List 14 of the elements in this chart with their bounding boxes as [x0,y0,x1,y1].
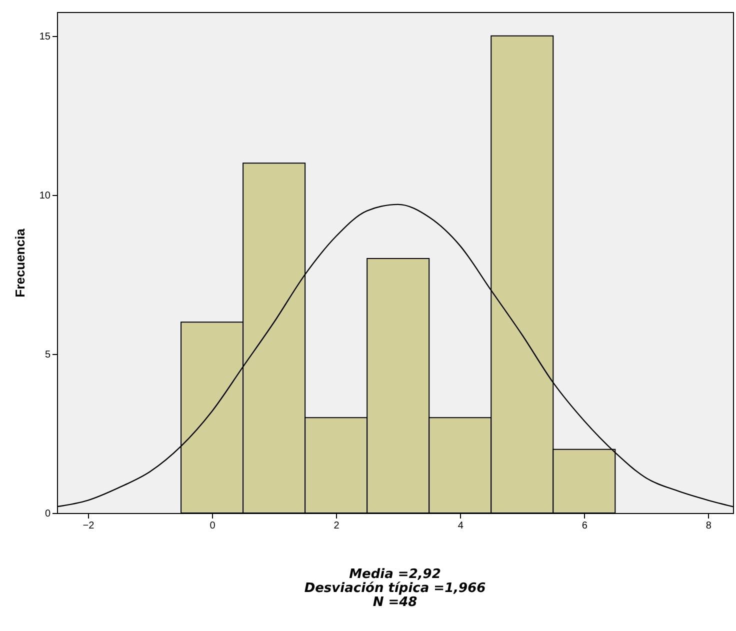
x-tick-label: 4 [458,520,464,532]
x-tick-label: 8 [706,520,712,532]
y-tick-label: 0 [44,508,51,520]
y-tick-label: 15 [39,31,51,42]
y-axis-title: Frecuencia [12,228,28,298]
x-tick-label: 2 [334,520,340,532]
text: Media =2,92 [349,567,441,582]
x-tick-label: 6 [582,520,588,532]
x-tick-label: −2 [82,520,95,532]
y-tick-label: 10 [39,190,51,202]
x-tick-label: 0 [210,520,216,532]
y-tick-label: 5 [44,349,51,360]
text: Desviación típica =1,966 [304,581,486,596]
text: N =48 [372,595,418,610]
